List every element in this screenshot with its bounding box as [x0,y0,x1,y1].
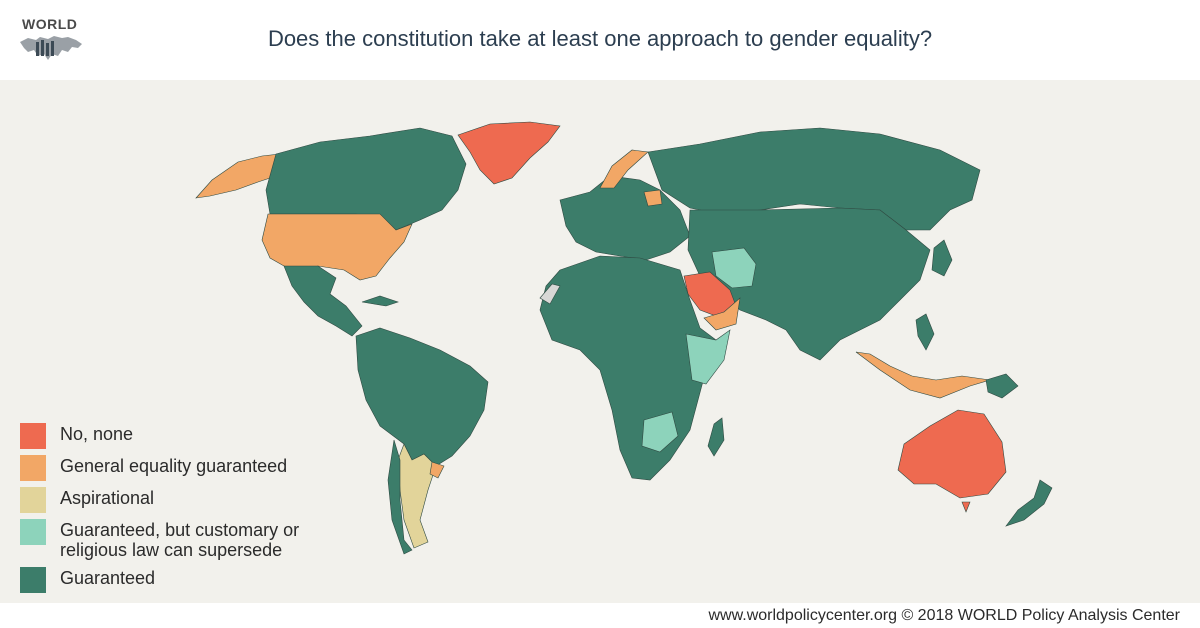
region-tasmania [961,501,971,513]
region-belarus [643,189,663,207]
region-indonesia [855,351,991,399]
region-japan [931,239,953,277]
page-title: Does the constitution take at least one … [267,26,933,51]
region-south-america [355,327,489,467]
region-mexico [283,265,363,337]
region-caribbean [361,295,399,307]
region-western-sahara [539,283,561,305]
legend-label: Aspirational [60,488,155,508]
legend-swatch-customary [20,519,46,545]
world-map-logo-icon [20,36,82,60]
logo-text: WORLD [22,16,78,32]
region-horn-of-africa [685,329,731,385]
legend-item-aspirational: Aspirational [18,484,358,516]
region-southern-africa [641,411,679,453]
legend-item-customary: Guaranteed, but customary or religious l… [18,516,358,564]
legend-item-general: General equality guaranteed [18,452,358,484]
legend-label: No, none [60,424,134,444]
legend-label: General equality guaranteed [60,456,288,476]
region-greenland [457,121,561,185]
footer: www.worldpolicycenter.org © 2018 WORLD P… [0,603,1200,628]
legend-swatch-aspirational [20,487,46,513]
region-australia [897,409,1007,499]
map-area [0,80,1200,603]
legend-label: Guaranteed, but customary or religious l… [60,520,300,560]
legend-label: Guaranteed [60,568,156,588]
legend-swatch-none [20,423,46,449]
footer-credit: www.worldpolicycenter.org © 2018 WORLD P… [708,607,1180,624]
region-chile [387,439,413,555]
world-logo: WORLD [18,14,88,70]
region-madagascar [707,417,725,457]
world-map [195,121,1053,555]
legend-swatch-general [20,455,46,481]
header: WORLD Does the constitution take at leas… [0,0,1200,80]
region-uruguay [429,461,445,479]
legend-swatch-guaranteed [20,567,46,593]
legend-item-none: No, none [18,420,358,452]
region-philippines [915,313,935,351]
region-papua-new-guinea [985,373,1019,399]
region-iran [711,247,757,289]
legend-item-guaranteed: Guaranteed [18,564,358,596]
region-usa [261,213,413,281]
region-new-zealand [1005,479,1053,527]
legend: No, none General equality guaranteed Asp… [18,420,358,596]
region-yemen [703,297,741,331]
